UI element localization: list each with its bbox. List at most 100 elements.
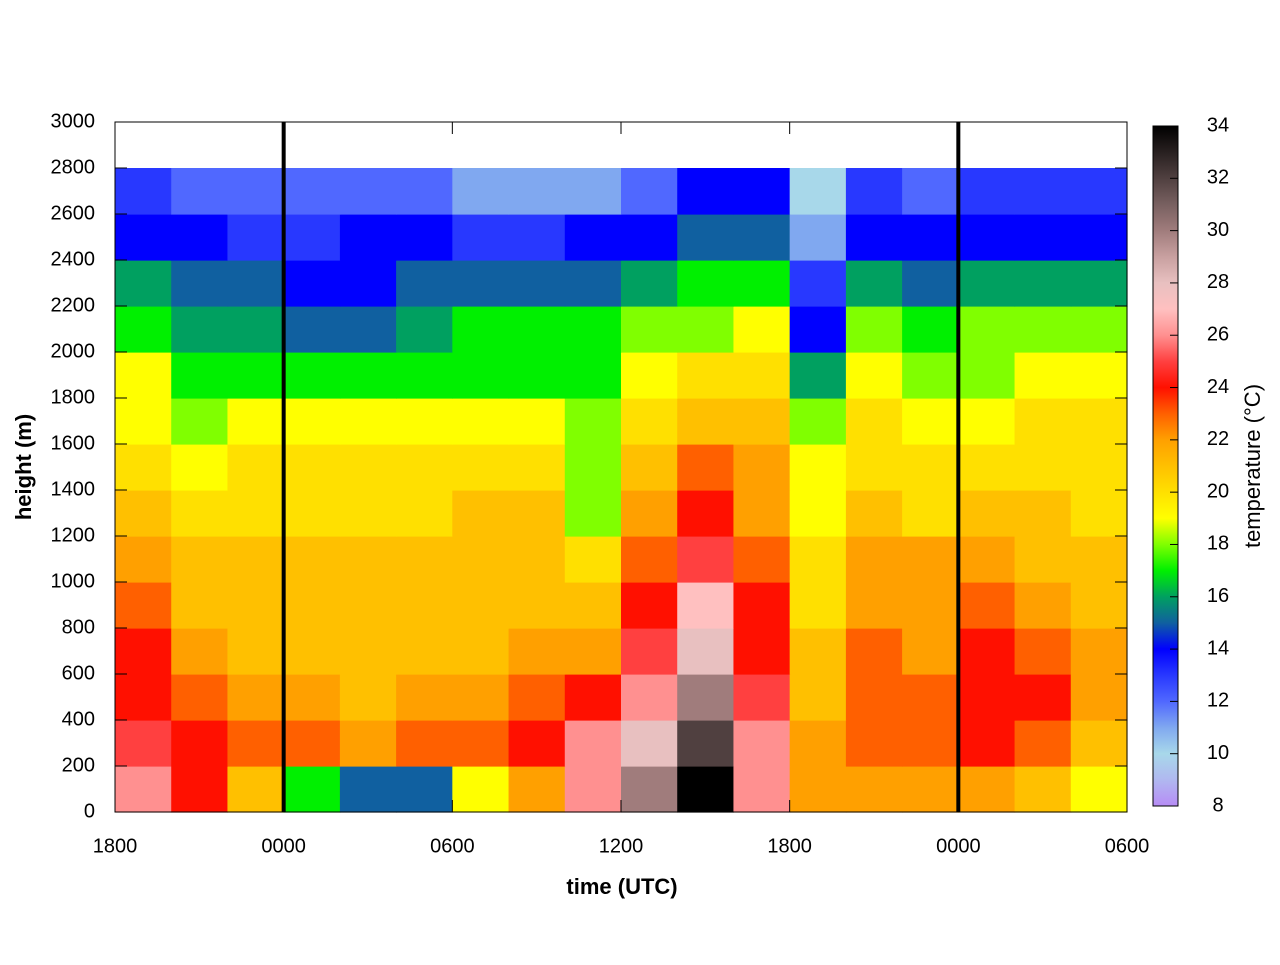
heat-cell [508,444,566,491]
heat-cell [339,490,397,537]
x-tick-label: 0600 [1105,835,1150,857]
heat-cell [339,168,397,215]
heat-cell [845,398,903,445]
heat-cell [958,490,1016,537]
heat-cell [1070,352,1128,399]
heat-cell [171,260,229,307]
heat-cell [339,352,397,399]
heat-cell [621,490,678,537]
heat-cell [958,214,1016,261]
heat-cell [958,168,1016,215]
heat-cell [1070,536,1128,583]
heat-cell [733,490,791,537]
heat-cell [789,214,847,261]
heat-cell [845,674,903,721]
heat-cell [283,628,341,675]
heat-cell [789,168,847,215]
colorbar-tick-label: 30 [1207,219,1229,241]
heat-cell [227,490,285,537]
heat-cell [958,260,1016,307]
heat-cell [171,720,229,767]
heat-cell [845,582,903,629]
heat-cell [1014,582,1072,629]
heat-cell [508,536,566,583]
heat-cell [1014,536,1072,583]
colorbar-tick-label: 34 [1207,114,1229,136]
heat-cell [564,398,622,445]
heat-cell [171,168,229,215]
heat-cell [958,306,1016,353]
heat-cell [958,444,1016,491]
heat-cell [115,674,172,721]
heat-cell [452,536,510,583]
heat-cell [1014,398,1072,445]
heat-cell [452,674,510,721]
heat-cell [564,674,622,721]
heat-cell [733,582,791,629]
heat-cell [283,490,341,537]
heat-cell [902,352,959,399]
heat-cell [115,306,172,353]
heat-cell [677,260,735,307]
heat-cell [171,628,229,675]
heat-cell [339,306,397,353]
heat-cell [1014,306,1072,353]
y-tick-label: 1000 [51,570,96,592]
colorbar-label: temperature (°C) [1240,384,1265,548]
heat-cell [115,582,172,629]
heat-cell [902,260,959,307]
x-tick-label: 0000 [261,835,306,857]
heat-cell [1070,260,1128,307]
heat-cell [1070,628,1128,675]
heat-cell [621,168,678,215]
heat-cell [789,260,847,307]
heat-cell [621,306,678,353]
heat-cell [677,490,735,537]
heat-cell [396,444,453,491]
heat-cell [396,398,453,445]
heat-cell [902,674,959,721]
heat-cell [508,352,566,399]
heat-cell [902,766,959,813]
heat-cell [789,490,847,537]
colorbar-tick-label: 18 [1207,533,1229,555]
heat-cell [677,214,735,261]
heat-cell [845,490,903,537]
heat-cell [845,536,903,583]
heat-cell [733,628,791,675]
heat-cell [283,444,341,491]
heat-cell [677,582,735,629]
heat-cell [958,582,1016,629]
heat-cell [621,766,678,813]
heat-cell [283,582,341,629]
heat-cell [452,582,510,629]
heat-cell [283,306,341,353]
heat-cell [902,398,959,445]
heat-cell [845,168,903,215]
heat-cell [508,628,566,675]
heat-cell [227,628,285,675]
heat-cell [958,352,1016,399]
heat-cell [339,720,397,767]
heat-cell [227,398,285,445]
heat-cell [1014,490,1072,537]
colorbar-tick-label: 24 [1207,376,1229,398]
colorbar-tick-label: 32 [1207,167,1229,189]
heat-cell [227,582,285,629]
heat-cell [733,674,791,721]
heat-cell [677,168,735,215]
heat-cell [1070,674,1128,721]
heat-cell [789,444,847,491]
heat-cell [677,628,735,675]
heat-cell [508,674,566,721]
heat-cell [115,260,172,307]
heat-cell [452,168,510,215]
heat-cell [902,628,959,675]
heat-cell [733,536,791,583]
heat-cell [115,628,172,675]
heat-cell [339,766,397,813]
y-tick-label: 2600 [51,202,96,224]
heat-cell [733,306,791,353]
heat-cell [115,720,172,767]
heatmap [115,168,1128,813]
